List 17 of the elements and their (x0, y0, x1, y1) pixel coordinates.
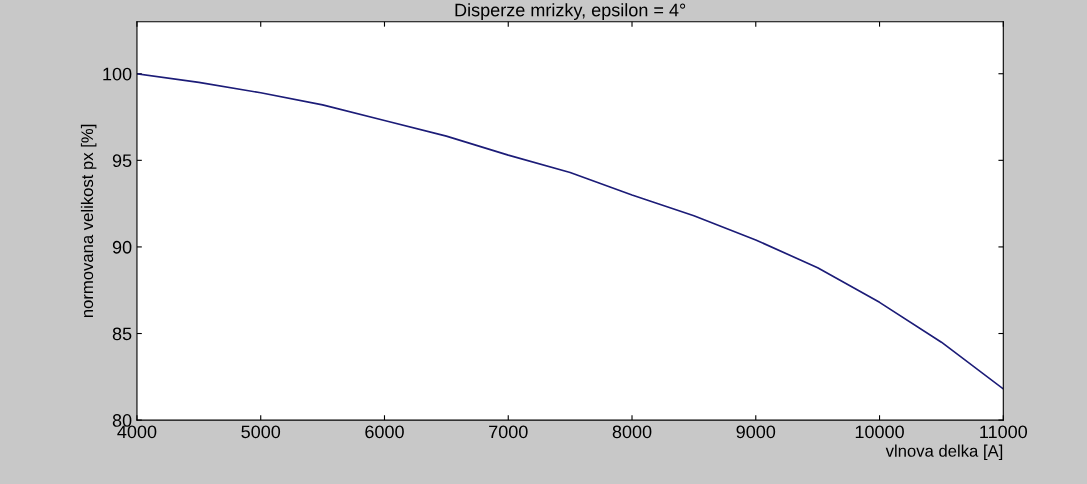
x-tick-label: 8000 (612, 425, 652, 439)
x-axis-title: vlnova delka [A] (885, 444, 1003, 461)
y-tick-label: 85 (112, 327, 132, 341)
x-tick-label: 11000 (980, 425, 1028, 439)
x-tick-label: 5000 (241, 425, 281, 439)
y-tick-label: 95 (112, 154, 132, 168)
x-tick-label: 6000 (365, 425, 404, 439)
y-axis-title: normovana velikost px [%] (80, 124, 97, 318)
y-tick-label: 90 (112, 240, 132, 254)
x-tick-label: 10000 (855, 425, 904, 439)
x-tick-label: 7000 (489, 425, 528, 439)
line-series (136, 72, 1004, 390)
x-tick-label: 4000 (117, 425, 157, 439)
chart-title: Disperze mrizky, epsilon = 4° (455, 3, 686, 20)
x-tick-label: 9000 (736, 425, 776, 439)
y-tick-label: 100 (103, 67, 132, 81)
y-tick-label: 80 (112, 414, 132, 427)
